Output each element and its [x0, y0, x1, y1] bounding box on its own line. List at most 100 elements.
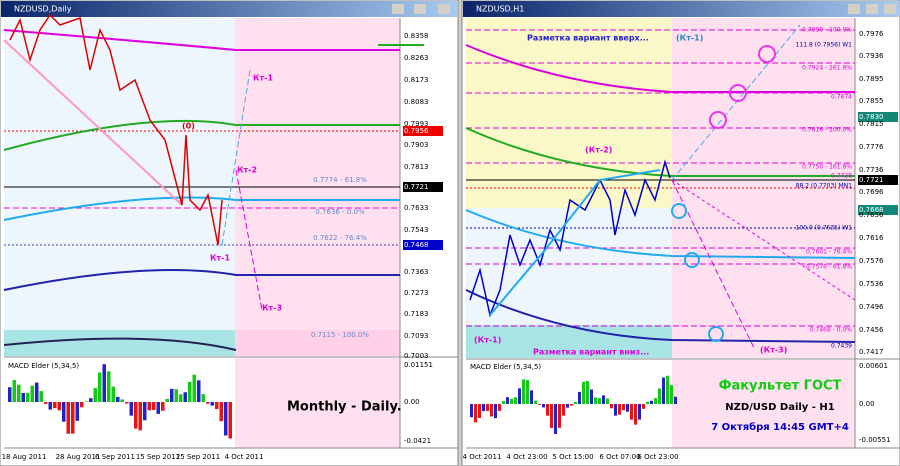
annotation: Кт-3 — [262, 304, 282, 313]
histogram-bar — [530, 390, 533, 404]
price-label: 0.7456 — [859, 326, 884, 334]
price-label: 0.7815 — [859, 120, 884, 128]
maximize-button[interactable] — [866, 4, 878, 14]
histogram-bar — [62, 402, 66, 422]
indicator-axis-label: 0.00601 — [859, 362, 888, 370]
histogram-bar — [183, 392, 187, 402]
histogram-bar — [17, 384, 21, 402]
close-button[interactable] — [884, 4, 896, 14]
histogram-bar — [66, 402, 70, 434]
histogram-bar — [670, 385, 673, 404]
date-label: 18 Aug 2011 — [2, 453, 47, 461]
date-label: 6 Oct 23:00 — [637, 453, 678, 461]
histogram-bar — [590, 389, 593, 404]
histogram-bar — [562, 404, 565, 416]
histogram-bar — [630, 404, 633, 420]
window-title: NZDUSD,Daily — [14, 5, 72, 14]
histogram-bar — [514, 397, 517, 404]
annotation: (0) — [182, 122, 195, 131]
histogram-bar — [89, 398, 93, 402]
indicator-axis-label: -0.0421 — [404, 437, 431, 445]
histogram-bar — [206, 402, 210, 404]
histogram-bar — [578, 391, 581, 404]
histogram-bar — [650, 400, 653, 404]
histogram-bar — [674, 396, 677, 404]
date-label: 15 Sep 2011 — [136, 453, 180, 461]
histogram-bar — [526, 380, 529, 404]
price-label: 0.7656 — [859, 211, 884, 219]
histogram-bar — [197, 380, 201, 402]
histogram-bar — [134, 402, 138, 429]
price-label: 0.7813 — [404, 163, 429, 171]
level-label: 0.7601 - 76.4% — [806, 249, 852, 256]
histogram-bar — [98, 372, 102, 402]
histogram-bar — [161, 402, 165, 411]
histogram-bar — [80, 402, 84, 408]
histogram-bar — [490, 404, 493, 417]
histogram-bar — [622, 404, 625, 411]
close-button[interactable] — [438, 4, 450, 14]
price-label: 0.7468 — [404, 241, 429, 249]
price-label: 0.7536 — [859, 280, 884, 288]
histogram-bar — [518, 388, 521, 404]
price-label: 0.7855 — [859, 97, 884, 105]
window-title: NZDUSD,H1 — [476, 5, 524, 14]
histogram-bar — [21, 393, 25, 402]
annotation: (Кт-1) — [676, 34, 703, 43]
histogram-bar — [558, 404, 561, 428]
histogram-bar — [478, 404, 481, 418]
annotation: Monthly - Daily. — [287, 400, 402, 415]
date-label: 6 Sep 2011 — [95, 453, 135, 461]
histogram-bar — [138, 402, 142, 431]
histogram-bar — [120, 399, 124, 402]
histogram-bar — [57, 402, 61, 411]
price-label: 0.7993 — [404, 120, 429, 128]
caption-text: NZD/USD Daily - H1 — [725, 402, 835, 413]
price-highlight — [858, 175, 898, 185]
histogram-bar — [666, 375, 669, 404]
caption-text: 7 Октября 14:45 GMT+4 — [711, 421, 849, 433]
histogram-bar — [107, 371, 111, 402]
price-label: 0.7616 — [859, 234, 884, 242]
histogram-bar — [174, 389, 178, 402]
price-label: 0.7776 — [859, 143, 884, 151]
histogram-bar — [502, 401, 505, 404]
histogram-bar — [582, 381, 585, 404]
annotation: Кт-1 — [210, 254, 230, 263]
level-label: 0.7115 - 100.0% — [311, 331, 370, 339]
histogram-bar — [606, 398, 609, 404]
date-label: 4 Oct 23:00 — [506, 453, 547, 461]
minimize-button[interactable] — [392, 4, 404, 14]
histogram-bar — [602, 395, 605, 404]
histogram-bar — [111, 386, 115, 402]
histogram-bar — [224, 402, 228, 436]
level-label: 0.7750 - 161.8% — [802, 164, 852, 171]
price-label: 0.7721 — [404, 183, 429, 191]
histogram-bar — [125, 402, 129, 404]
price-label: 0.7417 — [859, 348, 884, 356]
histogram-bar — [594, 397, 597, 404]
indicator-axis-label: 0.01151 — [404, 361, 433, 369]
price-label: 0.7496 — [859, 303, 884, 311]
annotation: Разметка вариант вниз... — [533, 348, 649, 357]
histogram-bar — [170, 388, 174, 402]
date-label: 6 Oct 07:00 — [599, 453, 640, 461]
histogram-bar — [12, 380, 16, 402]
price-label: 0.7363 — [404, 268, 429, 276]
histogram-bar — [658, 388, 661, 404]
minimize-button[interactable] — [848, 4, 860, 14]
histogram-bar — [598, 397, 601, 404]
maximize-button[interactable] — [414, 4, 426, 14]
price-highlight — [403, 126, 443, 136]
right-window — [461, 0, 900, 466]
price-label: 0.8263 — [404, 54, 429, 62]
price-label: 0.7903 — [404, 141, 429, 149]
price-label: 0.7895 — [859, 75, 884, 83]
level-label: 0.7439 — [831, 343, 852, 350]
price-label: 0.8358 — [404, 32, 429, 40]
level-label: 0.7468 - 0.0% — [810, 327, 853, 334]
price-label: 0.7668 — [859, 206, 884, 214]
price-highlight — [858, 205, 898, 215]
histogram-bar — [210, 402, 214, 406]
